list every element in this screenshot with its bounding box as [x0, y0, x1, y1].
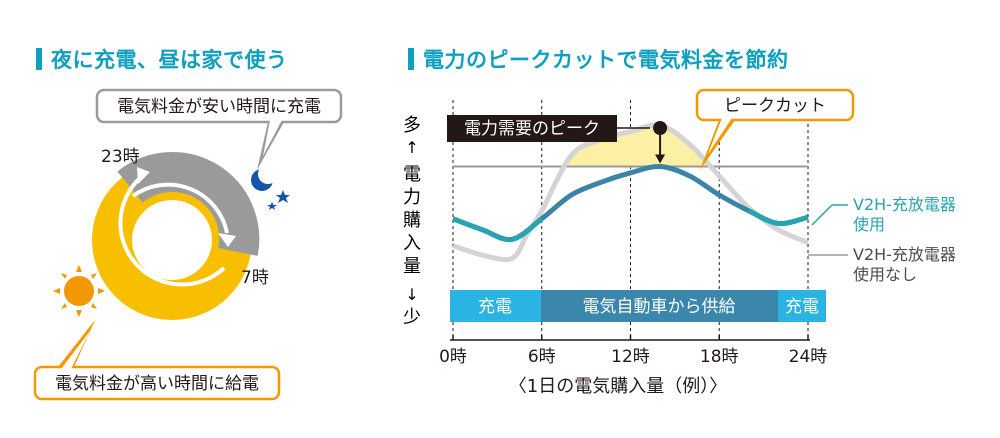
peak-marker	[653, 121, 668, 135]
x-axis: 0時 6時 12時 18時 24時	[439, 335, 827, 367]
right-heading: 電力のピークカットで電気料金を節約	[408, 44, 789, 74]
callout-top-text: 電気料金が安い時間に充電	[117, 97, 321, 117]
y-axis-up-arrow: ↑	[405, 138, 418, 157]
x-caption: 〈1日の電気購入量（例）〉	[509, 376, 727, 397]
star-icon	[276, 190, 290, 203]
legend-without-line1: V2H-充放電器	[853, 245, 956, 264]
legend-with-line2: 使用	[853, 215, 885, 234]
phase-supply-text: 電気自動車から供給	[583, 297, 736, 317]
callout-top: 電気料金が安い時間に充電	[95, 88, 343, 170]
y-axis-char-1: 力	[403, 187, 421, 208]
callout-bottom: 電気料金が高い時間に給電	[33, 320, 281, 401]
y-axis-char-3: 入	[403, 233, 421, 254]
callout-bottom-text: 電気料金が高い時間に給電	[55, 374, 259, 394]
sun-icon	[53, 265, 105, 317]
peak-cut-text: ピークカット	[724, 96, 826, 116]
y-axis-top: 多	[403, 115, 421, 136]
y-axis-label: 多 ↑ 電 力 購 入 量 ↓ 少	[403, 115, 421, 328]
heading-bar	[36, 48, 42, 70]
x-tick-label: 18時	[700, 347, 739, 367]
legend-with: V2H-充放電器 使用	[811, 195, 956, 234]
series-with-v2h-charge-right	[747, 208, 809, 227]
day-arrow	[118, 176, 226, 287]
legend-without: V2H-充放電器 使用なし	[808, 245, 956, 284]
x-tick-label: 24時	[789, 347, 828, 367]
peak-cut-callout: ピークカット	[695, 88, 855, 170]
right-heading-text: 電力のピークカットで電気料金を節約	[423, 48, 789, 72]
peak-cut-area	[453, 124, 808, 167]
peak-demand-callout: 電力需要のピーク	[447, 115, 650, 142]
x-tick-label: 0時	[439, 347, 467, 367]
phase-supply	[541, 290, 778, 322]
legend-without-line2: 使用なし	[853, 265, 917, 284]
x-tick-label: 6時	[528, 347, 556, 367]
legend-with-line1: V2H-充放電器	[853, 195, 956, 214]
moon-icon	[251, 164, 290, 210]
label-7: 7時	[241, 268, 269, 288]
phase-charge-left-text: 充電	[478, 297, 512, 317]
night-arrow	[131, 182, 229, 234]
y-axis-bottom: 少	[403, 307, 421, 328]
left-heading: 夜に充電、昼は家で使う	[36, 44, 288, 74]
y-axis-down-arrow: ↓	[405, 285, 418, 304]
phase-bar: 充電 電気自動車から供給 充電	[450, 290, 826, 322]
peak-demand-text: 電力需要のピーク	[464, 119, 600, 139]
peak-demand-box	[447, 115, 617, 142]
day-night-ring	[92, 151, 260, 320]
night-arrowhead	[218, 233, 236, 247]
left-heading-text: 夜に充電、昼は家で使う	[51, 48, 288, 72]
x-tick-label: 12時	[611, 347, 650, 367]
ring-night-segment	[117, 151, 260, 256]
phase-charge-right	[778, 290, 826, 322]
day-arrowhead	[137, 167, 150, 184]
y-axis-char-2: 購	[403, 210, 421, 231]
label-23: 23時	[101, 147, 140, 167]
phase-charge-left	[450, 290, 541, 322]
phase-charge-right-text: 充電	[785, 297, 819, 317]
y-axis-char-4: 量	[403, 256, 421, 277]
series-with-v2h-charge-left	[452, 216, 544, 243]
chart-area	[452, 100, 809, 340]
star-icon	[267, 202, 277, 210]
heading-bar	[408, 48, 414, 70]
y-axis-char-0: 電	[403, 164, 421, 185]
peak-arrowhead	[655, 154, 666, 164]
